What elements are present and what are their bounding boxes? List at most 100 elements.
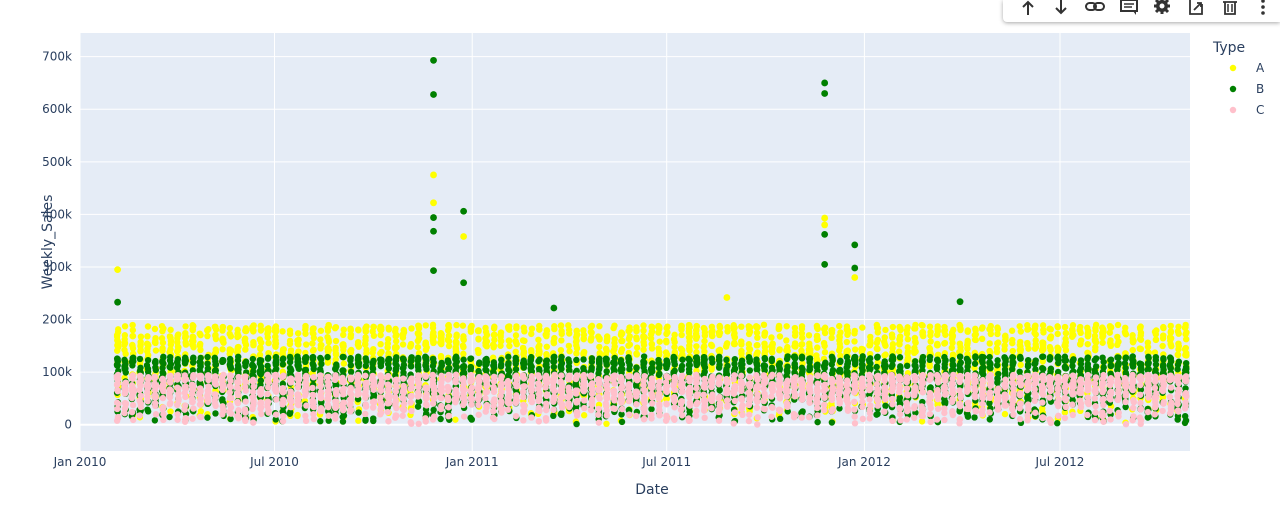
data-point: [1084, 363, 1091, 370]
data-point: [173, 373, 181, 380]
data-point: [1106, 339, 1114, 346]
data-point: [895, 348, 903, 355]
data-point: [882, 402, 889, 410]
data-point: [1032, 341, 1039, 348]
data-point: [972, 327, 979, 334]
data-point: [121, 363, 128, 370]
data-point: [114, 326, 122, 333]
data-point: [129, 342, 136, 350]
data-point: [972, 336, 979, 344]
data-point: [482, 342, 489, 349]
data-point: [528, 330, 535, 338]
data-point: [994, 324, 1001, 331]
data-point: [692, 330, 700, 337]
data-point: [264, 355, 272, 362]
data-point: [482, 366, 489, 373]
data-point: [685, 334, 693, 341]
data-point: [497, 337, 505, 345]
data-point: [738, 365, 746, 372]
data-point: [212, 361, 219, 368]
data-point: [731, 334, 739, 341]
data-point: [1039, 322, 1047, 329]
data-point: [181, 389, 188, 396]
data-point: [926, 344, 933, 352]
data-point: [550, 339, 558, 347]
data-point: [596, 364, 603, 371]
data-point: [430, 329, 437, 336]
data-point: [557, 362, 565, 369]
data-point: [1183, 329, 1190, 336]
data-point: [235, 413, 242, 420]
data-point: [129, 321, 136, 329]
data-point: [219, 358, 226, 366]
data-point: [362, 416, 369, 423]
data-point: [226, 389, 234, 396]
data-point: [310, 330, 317, 338]
data-point: [340, 360, 348, 367]
data-point: [836, 322, 843, 330]
data-point: [648, 324, 656, 331]
data-point: [708, 355, 716, 362]
data-point: [204, 387, 211, 394]
data-point: [1152, 336, 1160, 343]
data-point: [1092, 339, 1100, 346]
data-point: [933, 364, 941, 371]
data-point: [250, 323, 257, 330]
data-point: [129, 401, 137, 409]
data-point: [1091, 332, 1099, 340]
data-point: [761, 332, 768, 339]
data-point: [414, 343, 422, 351]
data-point: [512, 337, 519, 345]
data-point: [211, 323, 219, 331]
data-point: [354, 341, 362, 348]
data-point: [903, 362, 911, 370]
data-point: [197, 340, 204, 348]
data-point: [429, 355, 437, 363]
data-point: [378, 324, 385, 331]
data-point: [144, 389, 151, 396]
data-point: [363, 350, 370, 357]
data-point: [618, 337, 625, 345]
data-point: [934, 340, 941, 348]
data-point: [286, 358, 294, 366]
data-point: [211, 400, 219, 407]
data-point: [1001, 410, 1009, 418]
data-point: [280, 372, 287, 379]
data-point: [746, 324, 754, 331]
data-point: [904, 324, 911, 331]
data-point: [264, 328, 272, 335]
data-point: [1062, 346, 1070, 354]
data-point: [310, 410, 317, 418]
data-point: [362, 328, 370, 335]
data-point: [775, 325, 782, 333]
data-point: [294, 397, 302, 404]
data-point: [196, 367, 203, 374]
data-point: [881, 358, 888, 365]
data-point: [347, 357, 354, 364]
data-point: [370, 332, 378, 339]
data-point: [1167, 365, 1174, 372]
data-point: [851, 338, 858, 345]
data-point: [167, 334, 174, 342]
data-point: [843, 323, 851, 330]
data-point: [625, 327, 632, 335]
data-point: [189, 385, 197, 392]
data-point: [475, 360, 483, 367]
data-point: [347, 333, 354, 341]
data-point: [400, 356, 407, 363]
data-point: [129, 392, 136, 400]
data-point: [1137, 345, 1145, 353]
data-point: [1160, 366, 1167, 373]
data-point: [294, 353, 301, 360]
data-point: [302, 412, 309, 420]
data-point: [551, 323, 558, 330]
data-point: [738, 323, 745, 330]
data-point: [897, 364, 904, 371]
data-point: [941, 399, 948, 406]
data-point: [708, 364, 715, 371]
data-point: [580, 412, 588, 419]
data-point: [1009, 336, 1016, 344]
data-point: [152, 366, 160, 374]
data-point: [205, 326, 212, 333]
data-point: [941, 364, 948, 371]
